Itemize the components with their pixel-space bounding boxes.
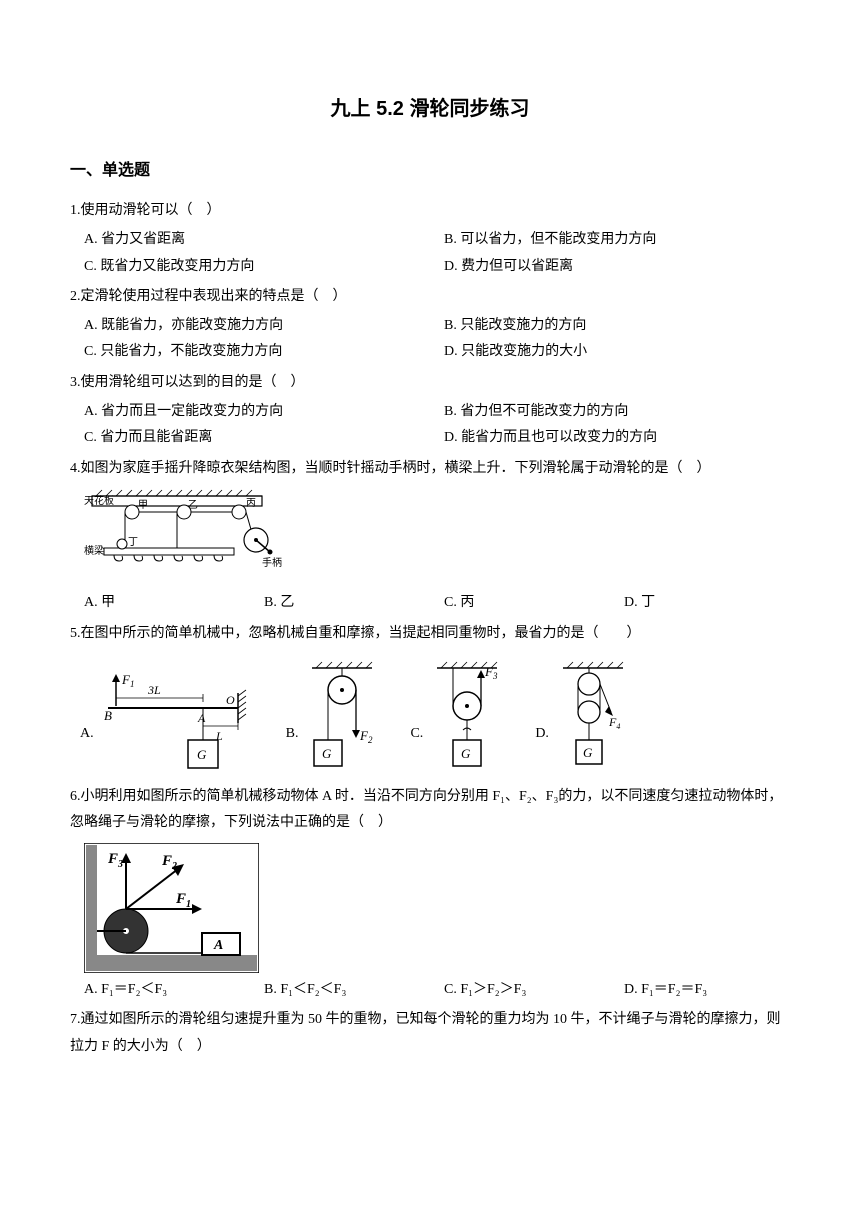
- q2-opt-d: D. 只能改变施力的大小: [430, 339, 790, 366]
- svg-text:F1: F1: [121, 672, 134, 689]
- q7-stem: 7.通过如图所示的滑轮组匀速提升重为 50 牛的重物，已知每个滑轮的重力均为 1…: [70, 1007, 790, 1060]
- svg-text:丙: 丙: [246, 498, 256, 509]
- q3-opt-b: B. 省力但不可能改变力的方向: [430, 399, 790, 426]
- q5-opt-a-label: A.: [80, 721, 94, 748]
- section-heading: 一、单选题: [70, 156, 790, 186]
- svg-text:B: B: [104, 708, 112, 723]
- question-1: 1.使用动滑轮可以（ ） A. 省力又省距离 B. 可以省力，但不能改变用力方向…: [70, 198, 790, 280]
- q4-opt-c: C. 丙: [430, 590, 610, 617]
- q2-stem: 2.定滑轮使用过程中表现出来的特点是（ ）: [70, 284, 790, 311]
- q3-opt-c: C. 省力而且能省距离: [70, 425, 430, 452]
- q3-opt-a: A. 省力而且一定能改变力的方向: [70, 399, 430, 426]
- svg-text:A: A: [213, 938, 223, 953]
- q5-opt-d-label: D.: [535, 721, 549, 748]
- svg-text:G: G: [197, 747, 207, 762]
- q5-fig-b: B. F2 G: [286, 658, 383, 778]
- q5-opt-b-label: B.: [286, 721, 299, 748]
- question-4: 4.如图为家庭手摇升降晾衣架结构图，当顺时针摇动手柄时，横梁上升．下列滑轮属于动…: [70, 456, 790, 617]
- svg-text:甲: 甲: [138, 500, 148, 511]
- q6-opt-b: B. F₁＜F₂＜F₃: [250, 977, 430, 1004]
- q2-opt-a: A. 既能省力，亦能改变施力方向: [70, 313, 430, 340]
- svg-text:横梁: 横梁: [84, 544, 104, 557]
- q4-opt-d: D. 丁: [610, 590, 790, 617]
- svg-text:G: G: [583, 745, 593, 760]
- q5-stem: 5.在图中所示的简单机械中，忽略机械自重和摩擦，当提起相同重物时，最省力的是（ …: [70, 621, 790, 648]
- question-7: 7.通过如图所示的滑轮组匀速提升重为 50 牛的重物，已知每个滑轮的重力均为 1…: [70, 1007, 790, 1060]
- q6-figure: A F1 F2 F3: [84, 843, 790, 973]
- q6-stem: 6.小明利用如图所示的简单机械移动物体 A 时．当沿不同方向分别用 F₁、F₂、…: [70, 784, 790, 837]
- question-2: 2.定滑轮使用过程中表现出来的特点是（ ） A. 既能省力，亦能改变施力方向 B…: [70, 284, 790, 366]
- svg-text:手柄: 手柄: [262, 556, 282, 569]
- q1-stem: 1.使用动滑轮可以（ ）: [70, 198, 790, 225]
- question-6: 6.小明利用如图所示的简单机械移动物体 A 时．当沿不同方向分别用 F₁、F₂、…: [70, 784, 790, 1004]
- q5-fig-a: A. F1 B 3L: [80, 668, 258, 778]
- q5-fig-d: D. F4 G: [535, 658, 633, 778]
- q6-opt-a: A. F₁＝F₂＜F₃: [70, 977, 250, 1004]
- q2-opt-b: B. 只能改变施力的方向: [430, 313, 790, 340]
- q5-fig-c: C. F3 G: [410, 658, 507, 778]
- q1-opt-b: B. 可以省力，但不能改变用力方向: [430, 227, 790, 254]
- svg-text:G: G: [461, 746, 471, 761]
- q3-opt-d: D. 能省力而且也可以改变力的方向: [430, 425, 790, 452]
- svg-text:丁: 丁: [128, 537, 138, 548]
- svg-text:乙: 乙: [188, 499, 198, 511]
- q4-figure: 天花板 横梁 甲 乙 丙 丁 手柄: [84, 488, 790, 586]
- q6-opt-c: C. F₁＞F₂＞F₃: [430, 977, 610, 1004]
- q6-opt-d: D. F₁＝F₂＝F₃: [610, 977, 790, 1004]
- svg-text:A: A: [197, 711, 206, 725]
- q4-opt-b: B. 乙: [250, 590, 430, 617]
- question-5: 5.在图中所示的简单机械中，忽略机械自重和摩擦，当提起相同重物时，最省力的是（ …: [70, 621, 790, 778]
- svg-text:G: G: [322, 746, 332, 761]
- svg-text:L: L: [215, 729, 223, 743]
- svg-text:F4: F4: [608, 715, 620, 731]
- svg-text:F3: F3: [484, 664, 498, 681]
- q4-stem: 4.如图为家庭手摇升降晾衣架结构图，当顺时针摇动手柄时，横梁上升．下列滑轮属于动…: [70, 456, 790, 483]
- svg-text:3L: 3L: [147, 683, 161, 697]
- svg-text:天花板: 天花板: [84, 494, 114, 507]
- q4-opt-a: A. 甲: [70, 590, 250, 617]
- page-title: 九上 5.2 滑轮同步练习: [70, 90, 790, 128]
- q1-opt-c: C. 既省力又能改变用力方向: [70, 254, 430, 281]
- q3-stem: 3.使用滑轮组可以达到的目的是（ ）: [70, 370, 790, 397]
- q1-opt-a: A. 省力又省距离: [70, 227, 430, 254]
- q2-opt-c: C. 只能省力，不能改变施力方向: [70, 339, 430, 366]
- svg-text:F2: F2: [359, 728, 373, 745]
- question-3: 3.使用滑轮组可以达到的目的是（ ） A. 省力而且一定能改变力的方向 B. 省…: [70, 370, 790, 452]
- svg-text:O: O: [226, 693, 235, 707]
- q5-opt-c-label: C.: [410, 721, 423, 748]
- q1-opt-d: D. 费力但可以省距离: [430, 254, 790, 281]
